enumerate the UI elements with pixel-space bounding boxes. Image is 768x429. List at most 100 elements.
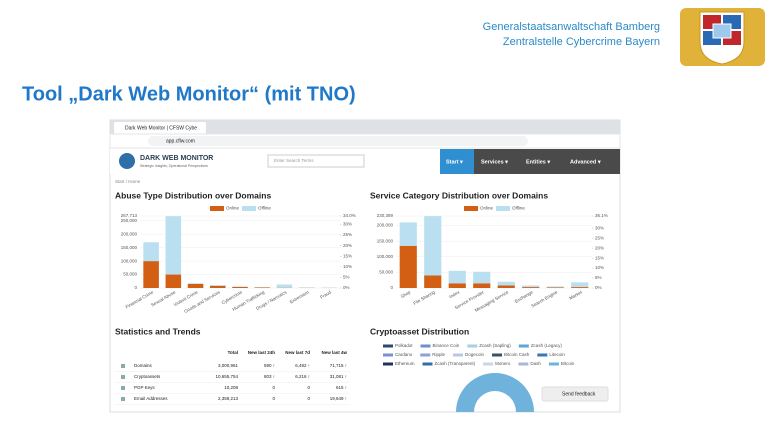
y2-tick-label: 30% (595, 225, 604, 230)
legend-swatch (242, 206, 256, 211)
bar (448, 283, 466, 288)
table-cell: 10,208 (224, 385, 238, 390)
section-title: Statistics and Trends (115, 326, 201, 336)
y2-tick-label: 5% (343, 275, 350, 280)
legend-label: Zcash (Legacy) (531, 343, 563, 348)
legend-label: Zcash (Sapling) (479, 343, 511, 348)
section-title: Cryptoasset Distribution (370, 326, 469, 336)
row-label: Cryptoassets (134, 374, 161, 379)
table-cell: 0 (307, 385, 310, 390)
feedback-button[interactable] (541, 386, 609, 402)
table-cell: 31,081 ↑ (330, 374, 347, 379)
table-cell: 3,000,961 (218, 363, 239, 368)
legend-swatch (537, 353, 548, 357)
legend-swatch (496, 206, 510, 211)
header-line: Generalstaatsanwaltschaft Bamberg (483, 21, 660, 33)
bar (254, 287, 270, 288)
table-header: New last 7d (285, 350, 310, 355)
y-tick-label: 200,000 (121, 231, 138, 236)
y2-tick-label: 0% (595, 285, 602, 290)
bar (546, 286, 564, 288)
nav-item[interactable]: Advanced ▾ (570, 159, 602, 165)
legend-label: Litecoin (549, 352, 565, 357)
nav-active (440, 149, 474, 174)
search-placeholder: Enter Search Terms (274, 158, 314, 163)
legend-swatch (483, 362, 494, 366)
row-label: Domains (134, 363, 153, 368)
legend-swatch (422, 362, 433, 366)
table-cell: 0 (272, 396, 275, 401)
bar (165, 216, 182, 275)
y2-tick-label: 20% (343, 243, 352, 248)
bar (232, 286, 248, 287)
url-field[interactable] (148, 136, 528, 146)
bar (165, 274, 182, 288)
tab-bar (110, 120, 620, 134)
table-cell: 0 (307, 396, 310, 401)
y-tick-label: 267,713 (121, 213, 138, 218)
y2-tick-label: 5% (595, 275, 602, 280)
legend-label: Offline (512, 206, 525, 211)
y-tick-label: 50,000 (379, 270, 393, 275)
y2-tick-label: 15% (595, 255, 604, 260)
row-icon (121, 386, 125, 390)
legend-label: Monero (495, 361, 511, 366)
legend-label: Bitcoin Cash (504, 352, 530, 357)
y2-tick-label: 10% (343, 264, 352, 269)
legend-swatch (548, 362, 559, 366)
bar (497, 281, 515, 286)
legend-swatch (420, 344, 431, 348)
bar (399, 222, 417, 246)
bar (522, 287, 540, 288)
table-header: Total (228, 350, 238, 355)
legend-label: Binance Coin (433, 343, 460, 348)
chart-title: Abuse Type Distribution over Domains (115, 190, 271, 200)
search-box[interactable] (267, 154, 365, 168)
table-cell: 10,655,754 (215, 374, 238, 379)
y-tick-label: 150,000 (377, 238, 394, 243)
y-tick-label: 150,000 (121, 245, 138, 250)
nav-item[interactable]: Entities ▾ (526, 159, 551, 165)
legend-swatch (453, 353, 464, 357)
legend-swatch (518, 344, 529, 348)
legend-label: Cardano (395, 352, 413, 357)
bar (232, 286, 248, 288)
legend-label: Ethereum (395, 361, 415, 366)
bar (187, 283, 204, 284)
bar (448, 270, 466, 284)
y-tick-label: 0 (134, 285, 137, 290)
legend-label: Dash (530, 361, 541, 366)
table-cell: 71,715 ↑ (330, 363, 347, 368)
breadcrumb: Start / Home (115, 179, 141, 184)
bar (424, 216, 442, 276)
legend-swatch (210, 206, 224, 211)
legend-label: Zcash (Transparent) (435, 361, 476, 366)
header-line: Zentralstelle Cybercrime Bayern (503, 36, 660, 48)
tab (114, 122, 206, 134)
row-label: Email Addresses (134, 396, 168, 401)
legend-swatch (383, 353, 393, 357)
table-cell: 6,482 ↑ (295, 363, 310, 368)
legend-swatch (492, 353, 503, 357)
row-icon (121, 397, 125, 401)
x-tick-label: Shop (400, 289, 412, 299)
tab-title: Dark Web Monitor | CFSW Cybe (125, 125, 197, 131)
nav-item[interactable]: Start ▾ (446, 159, 464, 165)
bar (546, 287, 564, 288)
nav-item[interactable]: Services ▾ (481, 159, 509, 165)
bar (276, 284, 293, 288)
site-logo: DARK WEB MONITOR (140, 155, 213, 162)
y2-tick-label: 30% (343, 222, 352, 227)
bar (473, 283, 491, 288)
table-header: New last 24h (248, 350, 276, 355)
table-header: New last 4w (321, 350, 347, 355)
y-tick-label: 100,000 (121, 258, 138, 263)
y2-tick-label: 34.0% (343, 213, 356, 218)
table-cell: 0 (272, 385, 275, 390)
legend-label: Ripple (432, 352, 445, 357)
legend-label: Dogecoin (465, 352, 485, 357)
legend-label: Online (226, 206, 240, 211)
legend-swatch (518, 362, 529, 366)
bar (571, 282, 589, 288)
legend-swatch (464, 206, 478, 211)
